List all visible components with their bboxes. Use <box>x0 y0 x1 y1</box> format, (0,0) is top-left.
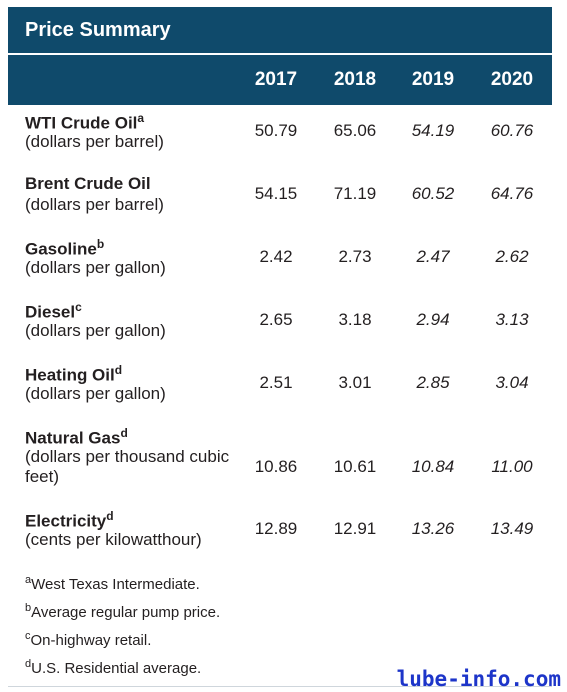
row-unit: (dollars per barrel) <box>25 195 164 214</box>
value-cell: 13.26 <box>411 519 455 538</box>
value-cell: 71.19 <box>333 184 377 203</box>
footnote-marker: d <box>25 658 32 670</box>
row-label: Brent Crude Oil <box>25 174 151 194</box>
footnote-marker: a <box>137 111 145 125</box>
value-cell: 2.51 <box>259 373 293 392</box>
row-unit: (cents per kilowatthour) <box>25 530 202 549</box>
year-header-row: 2017 2018 2019 2020 <box>8 55 552 105</box>
row-label: Heating Oild <box>25 363 122 386</box>
value-cell: 60.76 <box>490 121 534 140</box>
row-unit: (dollars per gallon) <box>25 258 166 277</box>
year-header: 2017 <box>254 69 298 90</box>
footnote-marker: d <box>114 363 123 377</box>
value-cell: 10.86 <box>254 457 298 476</box>
value-cell: 2.65 <box>259 310 293 329</box>
footnote-text: On-highway retail. <box>30 632 152 649</box>
footnote-text: West Texas Intermediate. <box>31 576 200 593</box>
value-cell: 3.18 <box>338 310 372 329</box>
footnote-marker: c <box>25 630 31 642</box>
year-header: 2018 <box>333 69 377 90</box>
value-cell: 3.13 <box>495 310 529 329</box>
value-cell: 3.04 <box>495 373 529 392</box>
row-label: WTI Crude Oila <box>25 111 144 134</box>
footnote-text: U.S. Residential average. <box>31 660 202 677</box>
footnote-marker: a <box>25 574 32 586</box>
value-cell: 3.01 <box>338 373 372 392</box>
table-title: Price Summary <box>25 18 171 41</box>
row-label: Dieselc <box>25 300 82 323</box>
value-cell: 65.06 <box>333 121 377 140</box>
row-name: WTI Crude Oil <box>25 113 138 133</box>
footnotes: aWest Texas Intermediate. bAverage regula… <box>25 566 220 678</box>
value-cell: 2.62 <box>495 247 529 266</box>
value-cell: 50.79 <box>254 121 298 140</box>
value-cell: 10.61 <box>333 457 377 476</box>
row-name: Diesel <box>25 302 76 322</box>
year-header: 2020 <box>490 69 534 90</box>
row-name: Heating Oil <box>25 365 115 385</box>
footnote-marker: b <box>96 237 105 251</box>
value-cell: 13.49 <box>490 519 534 538</box>
value-cell: 54.19 <box>411 121 455 140</box>
value-cell: 2.73 <box>338 247 372 266</box>
row-name: Natural Gas <box>25 428 121 448</box>
row-label: Electricityd <box>25 509 114 532</box>
footnote: dU.S. Residential average. <box>25 650 220 678</box>
footnote-marker: d <box>120 426 128 440</box>
row-name: Brent Crude Oil <box>25 174 151 193</box>
price-summary-card: Price Summary 2017 2018 2019 2020 WTI Cr… <box>8 7 552 677</box>
table-title-bar: Price Summary <box>8 7 552 53</box>
row-label: Gasolineb <box>25 237 104 260</box>
value-cell: 2.85 <box>416 373 450 392</box>
row-label: Natural Gasd <box>25 426 128 449</box>
watermark-text: lube-info.com <box>396 667 561 691</box>
value-cell: 11.00 <box>491 457 533 476</box>
value-cell: 10.84 <box>411 457 455 476</box>
value-cell: 64.76 <box>490 184 534 203</box>
title-divider <box>8 53 552 55</box>
row-name: Gasoline <box>25 239 97 259</box>
row-unit: (dollars per thousand cubic feet) <box>25 447 230 486</box>
footnote: bAverage regular pump price. <box>25 594 220 622</box>
value-cell: 2.94 <box>416 310 450 329</box>
footnote-text: Average regular pump price. <box>31 604 221 621</box>
value-cell: 12.91 <box>333 519 377 538</box>
value-cell: 54.15 <box>254 184 298 203</box>
year-header: 2019 <box>411 69 455 90</box>
value-cell: 2.47 <box>416 247 450 266</box>
footnote: aWest Texas Intermediate. <box>25 566 220 594</box>
row-unit: (dollars per barrel) <box>25 132 164 151</box>
bottom-divider <box>8 686 552 687</box>
value-cell: 12.89 <box>254 519 298 538</box>
footnote-marker: d <box>106 509 114 523</box>
footnote-marker: c <box>75 300 82 314</box>
row-unit: (dollars per gallon) <box>25 384 166 403</box>
footnote-marker: b <box>25 602 32 614</box>
value-cell: 60.52 <box>411 184 455 203</box>
row-unit: (dollars per gallon) <box>25 321 166 340</box>
row-name: Electricity <box>25 511 107 531</box>
value-cell: 2.42 <box>259 247 293 266</box>
footnote: cOn-highway retail. <box>25 622 220 650</box>
